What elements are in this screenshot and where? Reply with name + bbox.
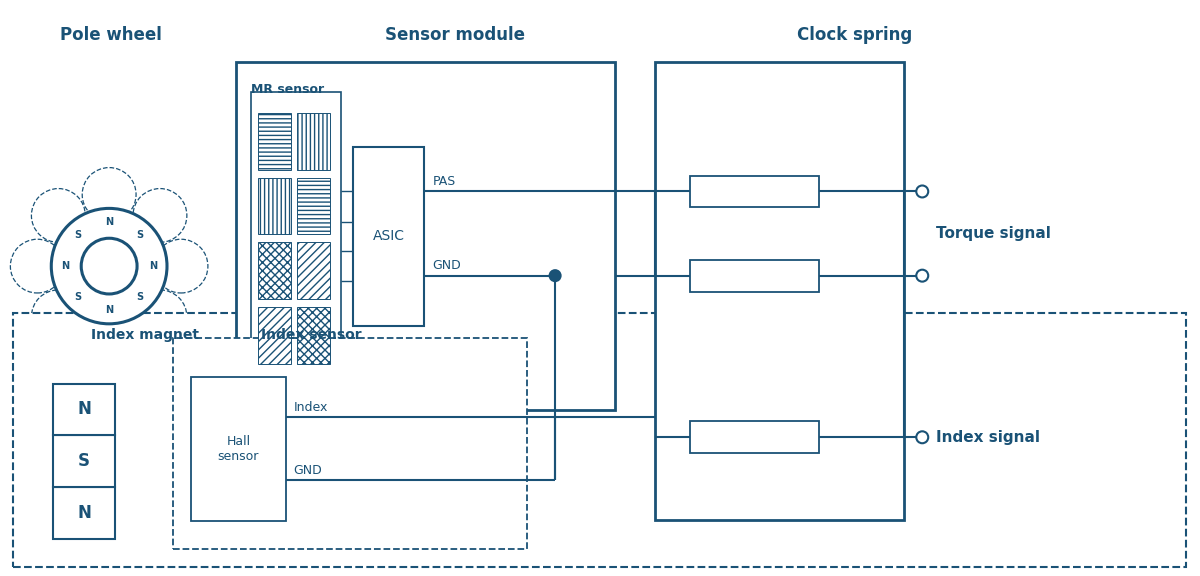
Text: N: N — [77, 504, 91, 522]
Text: S: S — [137, 230, 144, 240]
Circle shape — [133, 188, 187, 242]
Bar — [236, 62, 614, 411]
Text: S: S — [74, 292, 82, 302]
Bar — [53, 384, 115, 435]
Text: N: N — [106, 217, 113, 228]
Text: N: N — [61, 261, 70, 271]
Bar — [258, 242, 290, 299]
Bar — [258, 113, 290, 169]
Circle shape — [52, 209, 167, 324]
Text: MR sensor: MR sensor — [251, 84, 324, 96]
Text: Pole wheel: Pole wheel — [60, 26, 162, 44]
Text: S: S — [137, 292, 144, 302]
Text: S: S — [74, 230, 82, 240]
Text: Index magnet: Index magnet — [91, 328, 199, 342]
Bar — [173, 338, 527, 549]
Text: PAS: PAS — [432, 175, 456, 188]
Bar — [353, 147, 425, 326]
Bar — [258, 307, 290, 363]
Circle shape — [917, 185, 929, 198]
Bar — [258, 177, 290, 234]
Bar — [13, 313, 1186, 567]
Bar — [296, 307, 330, 363]
Bar — [690, 176, 820, 207]
Text: Index sensor: Index sensor — [260, 328, 361, 342]
Circle shape — [917, 270, 929, 282]
Text: N: N — [106, 305, 113, 315]
Circle shape — [917, 431, 929, 444]
Circle shape — [82, 238, 137, 294]
Circle shape — [83, 168, 136, 221]
Text: Torque signal: Torque signal — [936, 226, 1051, 241]
Circle shape — [550, 270, 560, 281]
Circle shape — [83, 311, 136, 365]
Bar — [296, 242, 330, 299]
Text: S: S — [78, 452, 90, 470]
Bar — [690, 422, 820, 453]
Text: Sensor module: Sensor module — [385, 26, 526, 44]
Text: GND: GND — [432, 259, 461, 272]
Text: Clock spring: Clock spring — [797, 26, 912, 44]
Circle shape — [31, 290, 85, 344]
Text: ASIC: ASIC — [372, 229, 404, 243]
Circle shape — [11, 239, 65, 293]
Bar — [296, 177, 330, 234]
Text: Hall
sensor: Hall sensor — [217, 435, 259, 463]
Text: Index signal: Index signal — [936, 430, 1040, 445]
Bar — [191, 377, 286, 521]
Bar — [655, 62, 905, 520]
Bar — [53, 487, 115, 539]
Bar — [296, 113, 330, 169]
Circle shape — [154, 239, 208, 293]
Text: GND: GND — [294, 464, 323, 477]
Bar — [53, 435, 115, 487]
Circle shape — [133, 290, 187, 344]
Bar — [690, 260, 820, 291]
Text: N: N — [149, 261, 157, 271]
Text: N: N — [77, 400, 91, 418]
Bar — [251, 92, 341, 376]
Circle shape — [31, 188, 85, 242]
Text: Index: Index — [294, 400, 328, 414]
